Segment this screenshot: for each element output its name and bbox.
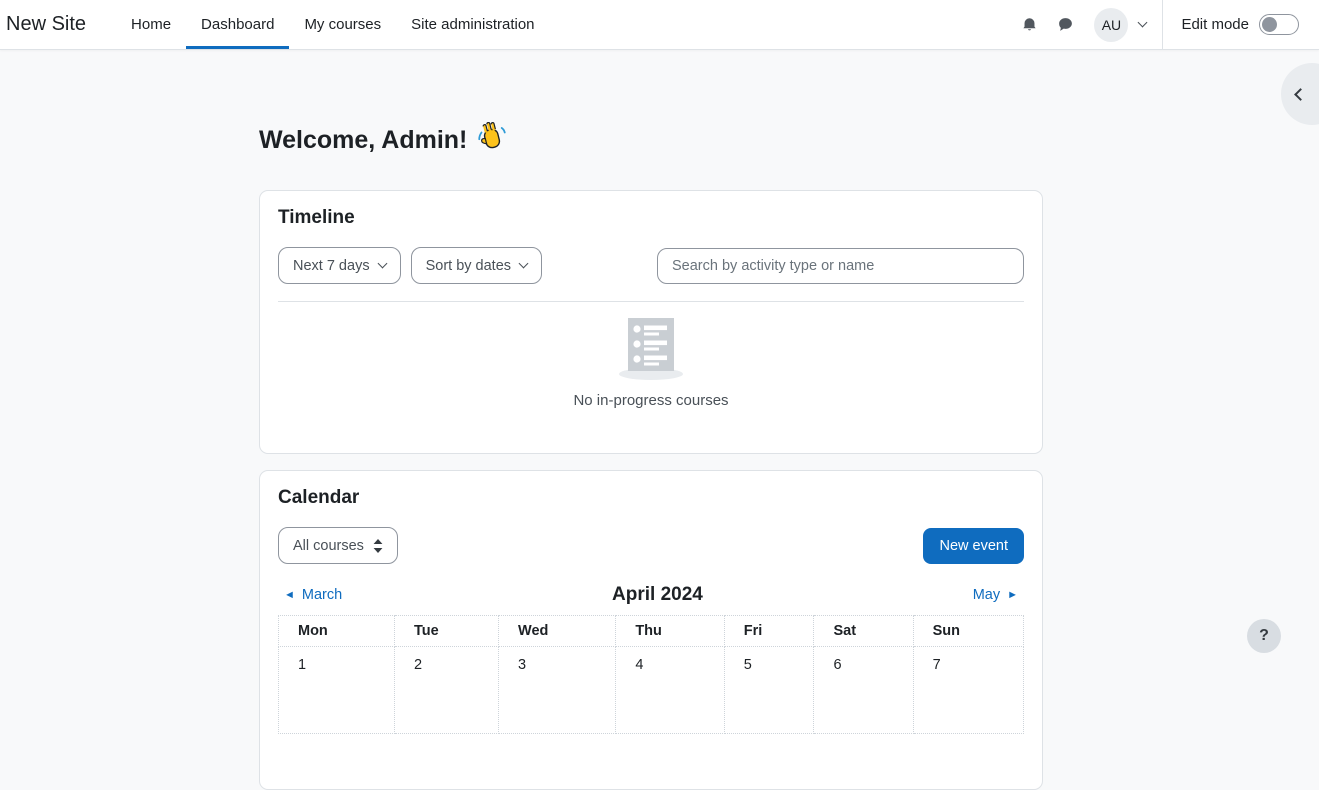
timeline-filter-row: Next 7 days Sort by dates	[278, 247, 1024, 284]
next-month-link[interactable]: May ►	[973, 587, 1018, 603]
timeline-empty-state: No in-progress courses	[278, 318, 1024, 409]
calendar-day-cell[interactable]: 7	[912, 646, 1025, 734]
chevron-down-icon	[377, 258, 388, 269]
calendar-day-cell[interactable]: 1	[278, 646, 395, 734]
weekday-header: Wed	[498, 615, 617, 647]
weekday-header: Mon	[278, 615, 395, 647]
edit-mode-toggle-knob	[1262, 17, 1277, 32]
timeline-day-filter-value: Next 7 days	[293, 257, 370, 274]
timeline-title: Timeline	[278, 207, 355, 228]
chevron-left-icon	[1294, 87, 1307, 101]
site-brand-link[interactable]: New Site	[6, 13, 87, 35]
navbar-right-section: AU Edit mode	[1014, 0, 1319, 50]
user-menu-chevron-down-icon[interactable]	[1138, 17, 1148, 28]
nav-item-home[interactable]: Home	[131, 16, 172, 33]
welcome-text: Welcome, Admin!	[259, 126, 468, 154]
arrow-right-icon: ►	[1007, 589, 1018, 601]
calendar-month-table: Mon Tue Wed Thu Fri Sat Sun 1 2 3 4 5 6	[278, 615, 1025, 734]
nav-item-my-courses[interactable]: My courses	[304, 16, 382, 33]
empty-courses-list-icon	[628, 318, 674, 371]
timeline-divider	[278, 301, 1024, 302]
calendar-course-filter-value: All courses	[293, 537, 364, 554]
timeline-sort-value: Sort by dates	[425, 257, 512, 274]
primary-navigation: Home Dashboard My courses Site administr…	[116, 0, 550, 49]
calendar-day-cell[interactable]: 2	[393, 646, 500, 734]
top-navbar: New Site Home Dashboard My courses Site …	[0, 0, 1319, 50]
calendar-filter-row: All courses New event	[278, 527, 1024, 564]
current-month-title: April 2024	[612, 584, 703, 605]
nav-item-dashboard[interactable]: Dashboard	[186, 0, 290, 49]
user-avatar[interactable]: AU	[1094, 7, 1129, 42]
calendar-day-cell[interactable]: 3	[498, 646, 617, 734]
help-button[interactable]: ?	[1247, 619, 1281, 653]
weekday-header: Sun	[912, 615, 1025, 647]
previous-month-link[interactable]: ◄ March	[284, 587, 342, 603]
nav-item-site-administration[interactable]: Site administration	[411, 16, 535, 33]
weekday-header: Sat	[813, 615, 914, 647]
notifications-bell-icon[interactable]	[1014, 10, 1044, 40]
select-updown-icon	[373, 538, 383, 553]
calendar-month-navigation: ◄ March April 2024 May ►	[278, 584, 1024, 606]
waving-hand-icon	[477, 121, 507, 159]
weekday-header: Fri	[723, 615, 815, 647]
edit-mode-toggle[interactable]	[1259, 14, 1299, 35]
calendar-week-row: 1 2 3 4 5 6 7	[278, 646, 1025, 734]
messages-chat-icon[interactable]	[1050, 10, 1080, 40]
calendar-weekday-header-row: Mon Tue Wed Thu Fri Sat Sun	[278, 615, 1025, 647]
previous-month-label: March	[301, 587, 343, 603]
open-block-drawer-button[interactable]	[1281, 63, 1319, 125]
timeline-sort-dropdown[interactable]: Sort by dates	[410, 247, 543, 284]
calendar-day-cell[interactable]: 5	[723, 646, 815, 734]
timeline-day-filter-dropdown[interactable]: Next 7 days	[278, 247, 401, 284]
timeline-search-input[interactable]	[657, 247, 1024, 284]
timeline-block: Timeline Next 7 days Sort by dates	[259, 190, 1043, 454]
calendar-course-filter-dropdown[interactable]: All courses	[278, 527, 398, 564]
page-title: Welcome, Admin!	[259, 121, 1043, 159]
timeline-empty-text: No in-progress courses	[573, 392, 729, 409]
weekday-header: Thu	[615, 615, 725, 647]
chevron-down-icon	[518, 258, 529, 269]
next-month-label: May	[972, 587, 1001, 603]
calendar-day-cell[interactable]: 6	[813, 646, 914, 734]
main-content: Welcome, Admin! Timeline	[259, 50, 1043, 790]
calendar-title: Calendar	[278, 487, 360, 508]
new-event-button[interactable]: New event	[923, 527, 1024, 564]
arrow-left-icon: ◄	[284, 589, 295, 601]
calendar-block: Calendar All courses New event ◄ March A…	[259, 470, 1043, 790]
calendar-day-cell[interactable]: 4	[615, 646, 725, 734]
navbar-divider	[1162, 0, 1164, 50]
weekday-header: Tue	[393, 615, 500, 647]
edit-mode-label: Edit mode	[1181, 16, 1249, 33]
